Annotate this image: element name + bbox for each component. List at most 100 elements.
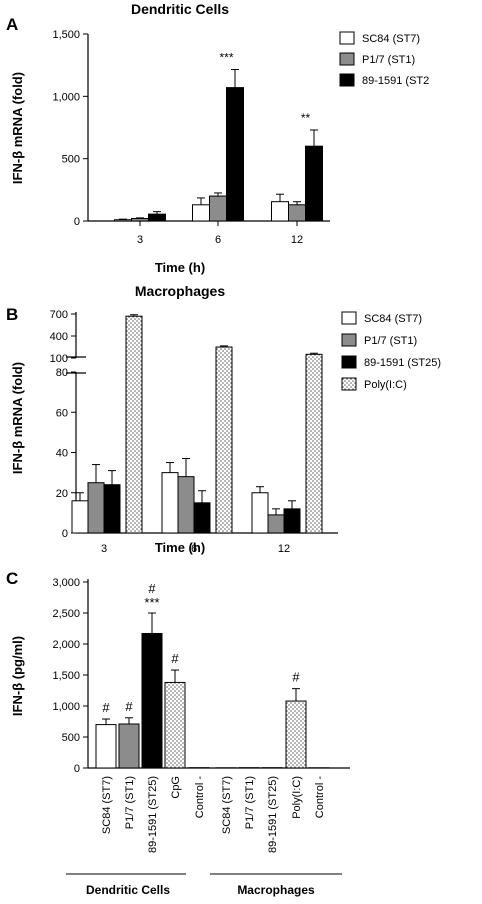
significance-marker: #	[125, 699, 133, 714]
panel-c-letter: C	[6, 569, 18, 588]
bar	[285, 700, 307, 769]
x-tick-label: P1/7 (ST1)	[124, 776, 136, 829]
panel-c-annotations: # ##***##	[102, 581, 300, 715]
bar	[226, 87, 244, 222]
y-tick-label: 400	[50, 331, 68, 343]
x-tick-label: 6	[215, 234, 221, 246]
panel-a-y-ticks: 1,500 1,000 500 0	[52, 29, 88, 228]
significance-marker: #	[171, 651, 179, 666]
y-tick-label: 1,000	[52, 91, 80, 103]
bar	[305, 145, 323, 222]
significance-marker: #	[102, 700, 110, 715]
bar	[114, 219, 132, 222]
bar	[131, 218, 149, 222]
y-tick-label: 3,000	[52, 577, 80, 589]
bar	[71, 500, 89, 534]
bar	[125, 315, 143, 534]
legend-swatch	[341, 333, 357, 347]
x-tick-label: Control -	[314, 776, 326, 819]
bar	[192, 204, 210, 222]
x-tick-label: 89-1591 (ST25)	[267, 776, 279, 853]
bar	[193, 502, 211, 534]
legend-label: 89-1591 (ST25)	[364, 357, 441, 369]
panel-b-y-ticks: 700 400 100 80 60 40 20 0	[50, 309, 76, 540]
bar	[87, 482, 105, 534]
y-tick-label: 1,000	[52, 701, 80, 713]
y-tick-label: 60	[56, 407, 68, 419]
group-label-dendritic: Dendritic Cells	[86, 883, 170, 897]
panel-b-xlabel: Time (h)	[155, 540, 205, 555]
legend-label: 89-1591 (ST2	[362, 75, 429, 87]
x-tick-label: 12	[291, 234, 303, 246]
bar	[251, 492, 269, 534]
legend-label: SC84 (ST7)	[364, 313, 422, 325]
y-tick-label: 100	[50, 353, 68, 365]
panel-b-x-ticks: 3 6 12	[101, 543, 290, 555]
bar	[209, 195, 227, 222]
panel-a-annotation: ***	[219, 51, 233, 65]
bar	[177, 476, 195, 534]
bar	[141, 632, 163, 769]
legend-swatch	[339, 73, 355, 87]
bar	[95, 724, 117, 769]
bar	[283, 508, 301, 534]
y-tick-label: 1,500	[52, 29, 80, 41]
panel-b-ylabel: IFN-β mRNA (fold)	[10, 362, 25, 474]
x-tick-label: 3	[101, 543, 107, 555]
bar	[288, 204, 306, 222]
significance-marker: #	[292, 670, 300, 685]
panel-a-annotation: **	[301, 111, 311, 125]
legend-swatch	[339, 31, 355, 45]
x-tick-label: 12	[278, 543, 290, 555]
x-tick-label: Control -	[194, 776, 206, 819]
panel-b-letter: B	[6, 305, 18, 324]
panel-c-bars	[95, 612, 330, 769]
y-tick-label: 40	[56, 448, 68, 460]
bar	[305, 353, 323, 534]
y-tick-label: 700	[50, 309, 68, 321]
y-tick-label: 0	[62, 528, 68, 540]
legend-swatch	[339, 52, 355, 66]
panel-c-y-ticks: 3,000 2,500 2,000 1,500 1,000 500 0	[52, 577, 88, 775]
panel-b-bars	[71, 314, 323, 534]
y-tick-label: 500	[62, 732, 80, 744]
panel-c: C IFN-β (pg/ml) 3,000 2,500 2,000 1,500 1,00…	[6, 569, 350, 897]
significance-marker: ***	[144, 595, 159, 610]
bar	[148, 213, 166, 222]
legend-swatch	[341, 355, 357, 369]
x-tick-label: P1/7 (ST1)	[244, 776, 256, 829]
panel-a-x-ticks: 3 6 12	[137, 221, 303, 246]
y-tick-label: 2,500	[52, 608, 80, 620]
x-tick-label: 6	[191, 543, 197, 555]
panel-a-letter: A	[6, 15, 18, 34]
bar	[118, 723, 140, 769]
x-tick-label: SC84 (ST7)	[101, 776, 113, 834]
x-tick-label: 89-1591 (ST25)	[147, 776, 159, 853]
legend-label: Poly(I:C)	[364, 379, 407, 391]
y-tick-label: 500	[62, 154, 80, 166]
bar	[161, 472, 179, 534]
y-tick-label: 1,500	[52, 670, 80, 682]
panel-a-xlabel: Time (h)	[155, 260, 205, 275]
y-tick-label: 0	[74, 216, 80, 228]
bar	[164, 681, 186, 769]
bar	[271, 201, 289, 222]
x-tick-label: CpG	[170, 776, 182, 799]
y-tick-label: 2,000	[52, 639, 80, 651]
legend-label: P1/7 (ST1)	[362, 54, 415, 66]
x-tick-label: 3	[137, 234, 143, 246]
panel-a-title: Dendritic Cells	[131, 1, 229, 17]
bar	[267, 514, 285, 534]
y-tick-label: 20	[56, 488, 68, 500]
panel-a-bars	[114, 69, 323, 222]
panel-c-x-ticks: SC84 (ST7) P1/7 (ST1) 89-1591 (ST25) CpG Con…	[101, 776, 326, 853]
panel-a-legend: SC84 (ST7) P1/7 (ST1) 89-1591 (ST2	[339, 31, 429, 87]
x-tick-label: Poly(I:C)	[291, 776, 303, 819]
group-label-macrophages: Macrophages	[237, 883, 315, 897]
panel-c-ylabel: IFN-β (pg/ml)	[10, 636, 25, 716]
legend-label: SC84 (ST7)	[362, 33, 420, 45]
bar	[103, 484, 121, 534]
significance-marker: #	[148, 581, 156, 596]
legend-swatch	[341, 311, 357, 325]
